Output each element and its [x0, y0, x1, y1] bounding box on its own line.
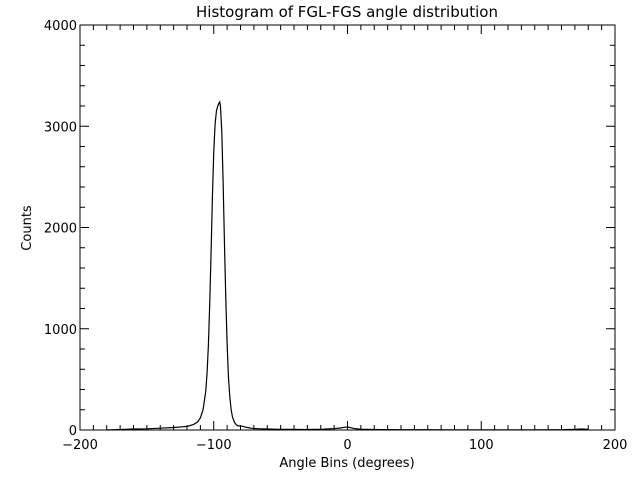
y-tick-label: 0 — [69, 424, 77, 439]
y-tick-label: 2000 — [44, 222, 77, 237]
x-axis-ticks — [79, 25, 616, 430]
y-axis-ticks — [80, 24, 615, 431]
plot-frame-rect — [79, 24, 616, 431]
x-tick-label: 200 — [603, 438, 628, 453]
x-axis-tick-labels: −200 −100 0 100 200 — [62, 438, 627, 453]
y-tick-label: 4000 — [44, 19, 77, 34]
x-tick-label: −100 — [196, 438, 232, 453]
histogram-series-line — [106, 100, 589, 431]
chart-title: Histogram of FGL-FGS angle distribution — [196, 3, 498, 21]
y-axis-label: Counts — [20, 205, 35, 251]
y-axis-tick-labels: 0 1000 2000 3000 4000 — [44, 19, 77, 439]
y-tick-label: 3000 — [44, 120, 77, 135]
x-tick-label: 0 — [343, 438, 351, 453]
x-tick-label: −200 — [62, 438, 98, 453]
plot-frame — [79, 24, 616, 431]
x-tick-label: 100 — [469, 438, 494, 453]
x-axis-label: Angle Bins (degrees) — [279, 456, 414, 471]
y-tick-label: 1000 — [44, 323, 77, 338]
